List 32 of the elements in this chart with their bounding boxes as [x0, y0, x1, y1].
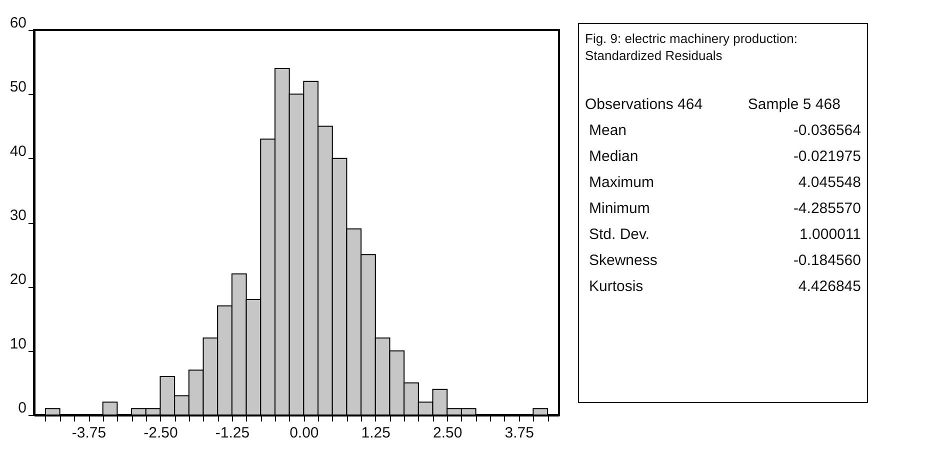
x-tick-label: 0.00	[290, 424, 319, 442]
text: -0.021975	[792, 147, 861, 167]
y-tick-label: 50	[10, 78, 26, 96]
text: Skewness	[588, 251, 658, 271]
text: -0.184560	[792, 251, 861, 271]
text: Mean	[588, 121, 628, 141]
text: Standardized Residuals	[585, 47, 724, 64]
text: 4.045548	[797, 173, 861, 193]
text: 4.426845	[797, 277, 861, 297]
y-tick-label: 40	[10, 142, 26, 160]
y-tick-label: 60	[10, 14, 26, 32]
x-tick-label: -1.25	[215, 424, 250, 442]
text: Fig. 9: electric machinery production:	[585, 30, 798, 47]
text: Sample 5 468	[746, 95, 842, 115]
text: Maximum	[588, 173, 656, 193]
text: 1.000011	[798, 225, 861, 245]
text: -0.036564	[792, 121, 861, 141]
text: Kurtosis	[588, 277, 644, 297]
x-tick-label: -2.50	[144, 424, 178, 442]
text: Std. Dev.	[588, 225, 651, 245]
y-tick-label: 10	[10, 335, 26, 352]
text: Minimum	[588, 199, 651, 219]
y-tick-label: 30	[10, 207, 26, 224]
y-tick-label: 20	[10, 271, 26, 288]
x-tick-label: -3.75	[72, 424, 106, 442]
text: -4.285570	[792, 199, 861, 219]
text: Median	[588, 147, 640, 167]
x-tick-label: 3.75	[504, 424, 534, 442]
x-tick-label: 1.25	[361, 424, 390, 442]
x-tick-label: 2.50	[433, 424, 462, 442]
y-tick-label: 0	[18, 400, 26, 416]
text: Observations 464	[585, 95, 704, 115]
